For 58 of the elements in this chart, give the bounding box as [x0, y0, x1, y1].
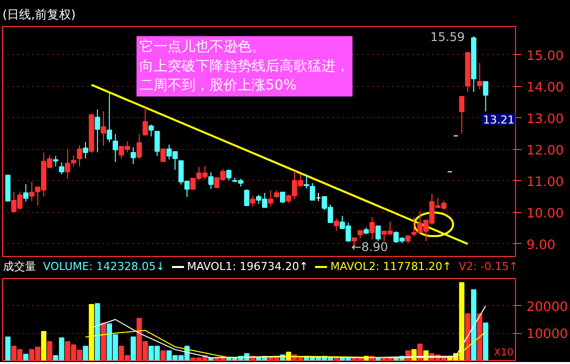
annotation: 13.21	[483, 114, 515, 127]
candlestick	[459, 96, 464, 134]
y-tick-label: 11.00	[526, 174, 564, 190]
bar	[5, 336, 11, 360]
candlestick	[208, 172, 214, 190]
candlestick	[136, 133, 142, 160]
bar	[130, 336, 136, 360]
chart-title: 成交量	[3, 260, 36, 273]
candlestick	[375, 225, 381, 242]
bar	[482, 322, 488, 360]
candlestick	[250, 195, 256, 207]
annotation: 15.59	[430, 30, 465, 44]
candlestick	[226, 169, 232, 181]
candlestick	[100, 110, 106, 146]
candlestick	[304, 175, 310, 189]
candlestick	[112, 133, 118, 162]
y-tick-label: 14.00	[526, 80, 564, 96]
candlestick	[160, 148, 166, 162]
candlestick	[268, 190, 274, 207]
text: X10	[494, 348, 514, 358]
candlestick	[58, 162, 64, 175]
candlestick	[82, 142, 88, 160]
candlestick	[148, 124, 154, 137]
chart-title: (日线,前复权)	[2, 8, 76, 22]
y-tick-label: 15.00	[526, 48, 564, 64]
bar	[471, 289, 476, 360]
candlestick	[477, 62, 482, 90]
text: VOLUME: 142328.05↓	[43, 260, 165, 273]
y-tick-label: 12.00	[526, 143, 564, 158]
y-tick-label: 10000	[526, 327, 568, 342]
line-series	[90, 305, 486, 358]
bar	[82, 346, 88, 360]
bar	[23, 354, 28, 360]
candlestick	[23, 184, 28, 202]
candlestick	[334, 218, 339, 232]
candlestick	[130, 146, 136, 164]
text: V2: -0.15↑	[458, 260, 518, 273]
candlestick	[106, 93, 112, 143]
candlestick	[280, 192, 286, 204]
candlestick	[244, 188, 250, 206]
bar	[41, 331, 46, 360]
y-tick-label: 20000	[526, 300, 568, 315]
legend-label: MAVOL1: 196734.20↑	[186, 260, 308, 273]
candlestick	[482, 81, 488, 112]
candlestick	[142, 106, 148, 136]
candlestick	[53, 155, 58, 167]
annotation: ←8.90	[351, 240, 388, 254]
bar	[94, 303, 100, 360]
candlestick	[310, 182, 316, 201]
candlestick	[154, 130, 160, 156]
candlestick	[370, 216, 375, 240]
candlestick	[76, 144, 82, 167]
y-tick-label: 10.00	[526, 206, 564, 222]
y-tick-label: 9.00	[526, 238, 556, 253]
annotation: 它一点儿也不逊色。向上突破下降趋势线后高歌猛进，二周不到，股价上涨50%	[140, 39, 350, 94]
legend-label: MAVOL2: 117781.20↑	[330, 260, 452, 273]
y-tick-label: 13.00	[526, 112, 564, 127]
candlestick	[94, 108, 100, 153]
